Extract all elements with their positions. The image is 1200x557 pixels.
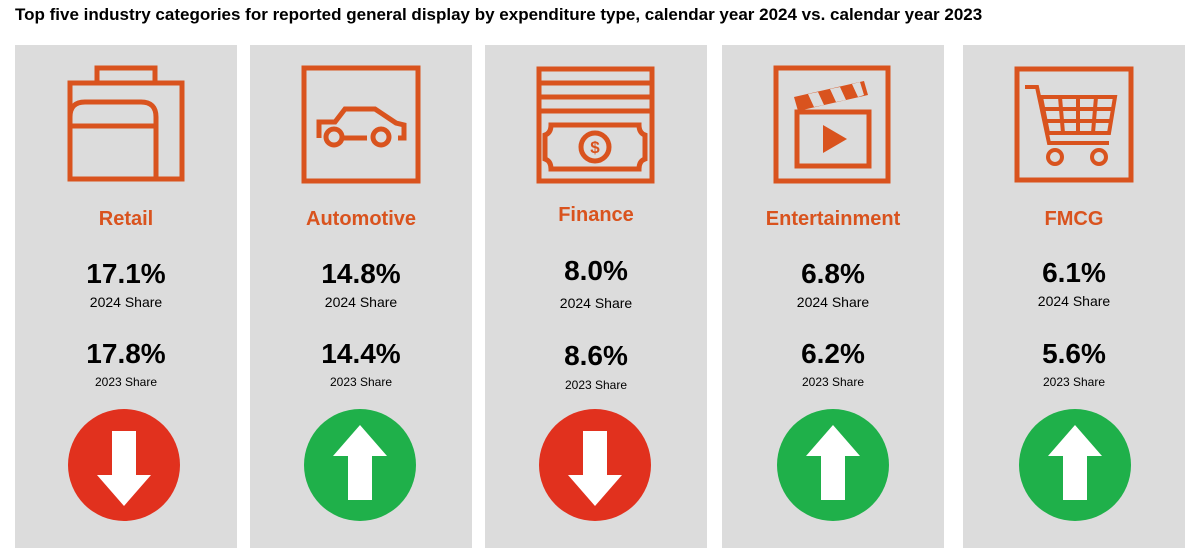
label-2024: 2024 Share [1037, 293, 1111, 309]
trend-down-icon [539, 409, 651, 521]
briefcase-icon [67, 65, 185, 182]
value-2023: 8.6% [564, 340, 628, 371]
card-automotive: Automotive 14.8% 2024 Share 14.4% 2023 S… [250, 45, 472, 548]
value-2024: 8.0% [564, 255, 628, 286]
category-label: Finance [558, 204, 634, 226]
value-2024: 6.8% [801, 258, 865, 289]
category-label: Entertainment [765, 208, 901, 230]
trend-up-icon [777, 409, 889, 521]
label-2023: 2023 Share [1042, 375, 1106, 389]
trend-up-icon [304, 409, 416, 521]
value-2024: 17.1% [86, 258, 166, 289]
label-2024: 2024 Share [796, 294, 870, 310]
card-retail: Retail 17.1% 2024 Share 17.8% 2023 Share [15, 45, 237, 548]
chart-title: Top five industry categories for reporte… [15, 5, 983, 24]
clapperboard-icon [773, 65, 891, 184]
card-entertainment: Entertainment 6.8% 2024 Share 6.2% 2023 … [722, 45, 944, 548]
label-2024: 2024 Share [89, 294, 163, 310]
shopping-cart-icon [1014, 66, 1134, 183]
category-label: Retail [98, 208, 154, 230]
label-2023: 2023 Share [801, 375, 865, 389]
value-2023: 14.4% [321, 338, 401, 369]
label-2023: 2023 Share [94, 375, 158, 389]
value-2024: 6.1% [1042, 257, 1106, 288]
value-2023: 17.8% [86, 338, 166, 369]
label-2023: 2023 Share [329, 375, 393, 389]
label-2023: 2023 Share [564, 378, 628, 392]
trend-up-icon [1019, 409, 1131, 521]
value-2023: 5.6% [1042, 338, 1106, 369]
label-2024: 2024 Share [559, 295, 633, 311]
svg-text:$: $ [590, 138, 600, 157]
category-label: Automotive [306, 208, 416, 230]
value-2024: 14.8% [321, 258, 401, 289]
banknote-icon: $ [536, 66, 655, 184]
car-icon [301, 65, 421, 184]
label-2024: 2024 Share [324, 294, 398, 310]
card-finance: $ Finance 8.0% 2024 Share 8.6% 2023 Shar… [485, 45, 707, 548]
card-fmcg: FMCG 6.1% 2024 Share 5.6% 2023 Share [963, 45, 1185, 548]
trend-down-icon [68, 409, 180, 521]
value-2023: 6.2% [801, 338, 865, 369]
category-label: FMCG [1044, 208, 1104, 230]
